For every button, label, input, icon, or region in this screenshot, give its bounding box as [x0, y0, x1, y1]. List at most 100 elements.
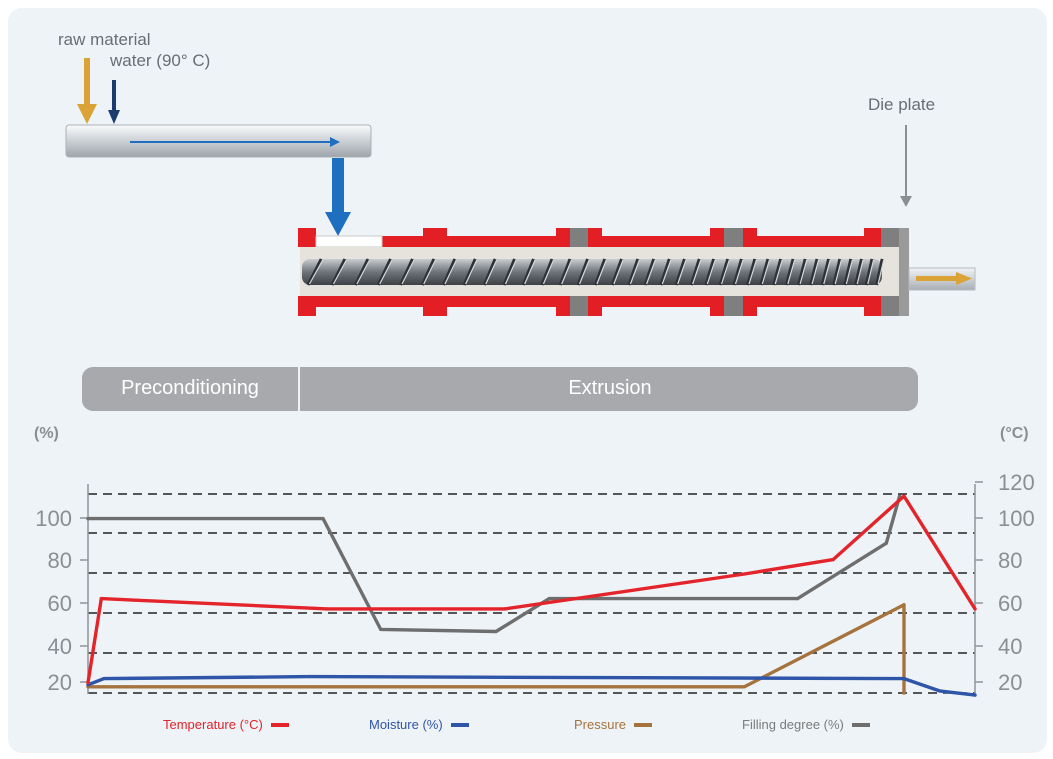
screw-flight: [521, 258, 535, 286]
screw-flight: [659, 258, 671, 286]
right-axis-label: (°C): [1000, 425, 1029, 442]
filling-degree-point: [321, 517, 325, 521]
water-arrow-shaft: [112, 80, 116, 110]
feed-arrow-head: [325, 212, 351, 236]
right-tick-label: 120: [998, 470, 1035, 495]
pressure-point: [902, 603, 906, 607]
screw-flight-highlight: [811, 259, 820, 285]
moisture-point: [973, 693, 977, 697]
filling-degree-point: [494, 629, 498, 634]
pressure-point: [902, 691, 906, 695]
screw-flight-highlight: [877, 259, 885, 285]
temperature-point: [325, 607, 330, 611]
screw-flight: [854, 258, 864, 286]
right-tick-label: 80: [998, 548, 1022, 573]
screw-flight-highlight: [561, 259, 573, 285]
stage-preconditioning: Preconditioning: [82, 367, 300, 411]
screw-flight-highlight: [677, 259, 687, 285]
screw-flight: [462, 258, 477, 286]
left-tick-label: 20: [48, 670, 72, 695]
screw-flight: [820, 258, 831, 286]
screw-flight-highlight: [485, 259, 498, 285]
screw-flight-highlight: [504, 259, 517, 285]
screw-flight-highlight: [465, 259, 478, 285]
screw-flight: [399, 258, 414, 286]
raw-material-arrow-head: [77, 104, 97, 124]
screw-flight-highlight: [542, 259, 555, 285]
temperature-point: [831, 558, 835, 562]
moisture-point: [102, 677, 106, 681]
filling-degree-point: [898, 494, 902, 498]
legend-moisture: Moisture (%): [369, 717, 469, 732]
left-tick-label: 40: [48, 634, 72, 659]
screw-flight-highlight: [867, 259, 875, 285]
screw-flight: [746, 258, 757, 286]
screw-flight: [442, 258, 457, 286]
left-tick-label: 100: [35, 506, 72, 531]
screw-flight-highlight: [524, 259, 536, 285]
screw-flight: [420, 258, 436, 286]
product-arrow-shaft: [916, 276, 958, 281]
screw-flight-highlight: [856, 259, 864, 285]
screw-flight-highlight: [444, 259, 457, 285]
water-label: water (90° C): [110, 51, 211, 70]
screw-flight-highlight: [401, 259, 415, 285]
screw-flight-highlight: [734, 259, 744, 285]
moisture-point: [902, 677, 906, 681]
filling-degree-point: [884, 541, 888, 545]
screw-flight: [558, 258, 572, 286]
filling-degree-point: [86, 517, 90, 521]
legend-temperature-swatch: [270, 722, 289, 727]
screw-flight: [674, 258, 686, 286]
screw-flight: [797, 258, 807, 286]
screw-flight: [759, 258, 770, 286]
screw-flight: [704, 258, 716, 286]
left-tick-label: 60: [48, 591, 72, 616]
right-tick-label: 40: [998, 634, 1022, 659]
left-tick-label: 80: [48, 548, 72, 573]
filling-degree-line: [86, 494, 902, 634]
screw-flight-highlight: [787, 259, 796, 285]
temperature-point: [86, 681, 90, 685]
feed-arrow-shaft: [332, 158, 344, 214]
screw-flight-highlight: [332, 259, 347, 285]
screw-flight-highlight: [661, 259, 672, 285]
screw-flight: [610, 258, 623, 286]
raw-material-label: raw material: [58, 30, 151, 49]
screw-flight: [330, 258, 347, 286]
screw-flight-highlight: [748, 259, 757, 285]
screw-flight-highlight: [308, 259, 324, 285]
screw-flight: [718, 258, 730, 286]
legend-moisture-label: Moisture (%): [369, 717, 443, 732]
legend-pressure-label: Pressure: [574, 717, 627, 732]
screw-flight: [784, 258, 795, 286]
temperature-point: [742, 572, 747, 576]
screw-flight: [732, 258, 743, 286]
screw-flight-highlight: [721, 259, 730, 285]
pressure-point: [742, 685, 747, 689]
screw-flight-highlight: [834, 259, 842, 285]
filling-degree-point: [379, 627, 383, 632]
screw-flight: [772, 258, 783, 286]
legend-temperature: Temperature (°C): [163, 717, 289, 732]
screw-flight: [540, 258, 554, 286]
right-tick-label: 20: [998, 670, 1022, 695]
screw-flight: [809, 258, 819, 286]
extruder-screw: [302, 258, 885, 286]
legend-filling-swatch: [851, 722, 870, 727]
screw-flight-highlight: [692, 259, 702, 285]
moisture-point: [308, 675, 312, 679]
moisture-point: [937, 689, 942, 693]
die-plate-arrow-head: [900, 196, 912, 207]
right-tick-label: 60: [998, 591, 1022, 616]
temperature-point: [973, 607, 977, 611]
screw-flight: [376, 258, 392, 286]
stage-extrusion: Extrusion: [568, 377, 652, 399]
screw-flight: [843, 258, 853, 286]
screw-flight: [864, 258, 874, 286]
screw-flight: [482, 258, 497, 286]
die-plate-label: Die plate: [868, 95, 936, 114]
water-arrow-head: [108, 110, 120, 124]
screw-flight: [627, 258, 640, 286]
